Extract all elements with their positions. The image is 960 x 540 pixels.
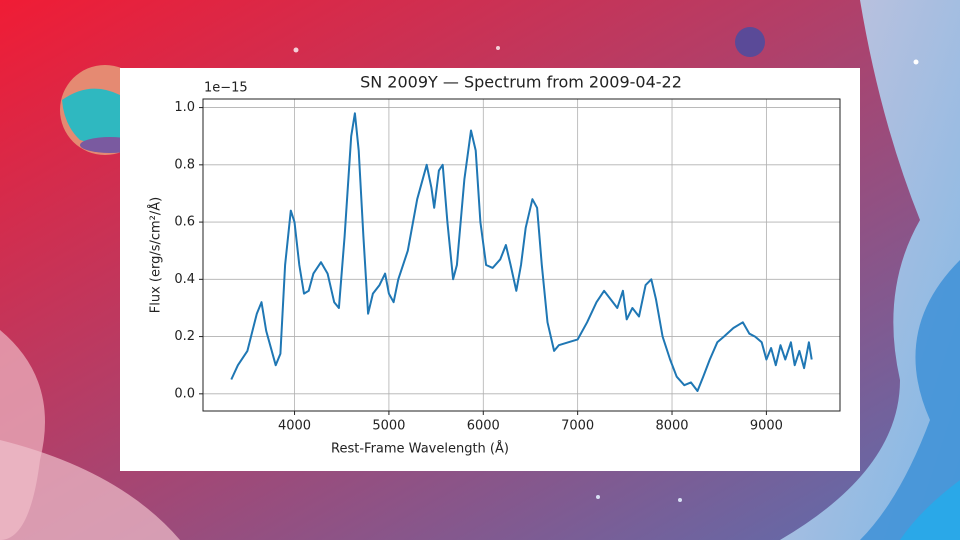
x-axis-label: Rest-Frame Wavelength (Å) xyxy=(331,441,509,457)
y-tick-label: 0.6 xyxy=(174,215,195,230)
star xyxy=(596,495,600,499)
asteroid xyxy=(735,27,765,57)
blob xyxy=(0,440,180,540)
y-axis-label: Flux (erg/s/cm²/Å) xyxy=(148,197,164,314)
star xyxy=(496,46,500,50)
star xyxy=(913,59,919,65)
star xyxy=(293,47,299,53)
y-tick-label: 0.2 xyxy=(174,329,195,344)
x-tick-label: 5000 xyxy=(372,419,405,434)
x-tick-label: 9000 xyxy=(750,419,783,434)
x-tick-label: 6000 xyxy=(467,419,500,434)
y-offset-label: 1e−15 xyxy=(204,81,248,96)
x-tick-label: 8000 xyxy=(655,419,688,434)
spectrum-line xyxy=(230,112,813,392)
star xyxy=(678,498,682,502)
y-tick-label: 0.0 xyxy=(174,386,195,401)
chart: SN 2009Y — Spectrum from 2009-04-22 1e−1… xyxy=(148,73,841,457)
plot-frame xyxy=(202,98,841,412)
blob xyxy=(780,0,960,540)
chart-title: SN 2009Y — Spectrum from 2009-04-22 xyxy=(360,73,682,92)
blob xyxy=(860,260,960,540)
y-tick-label: 1.0 xyxy=(174,100,195,115)
chart-card: SN 2009Y — Spectrum from 2009-04-22 1e−1… xyxy=(120,68,860,471)
y-tick-label: 0.4 xyxy=(174,272,195,287)
blob xyxy=(900,480,960,540)
y-tick-label: 0.8 xyxy=(174,157,195,172)
x-tick-label: 4000 xyxy=(278,419,311,434)
x-tick-label: 7000 xyxy=(561,419,594,434)
